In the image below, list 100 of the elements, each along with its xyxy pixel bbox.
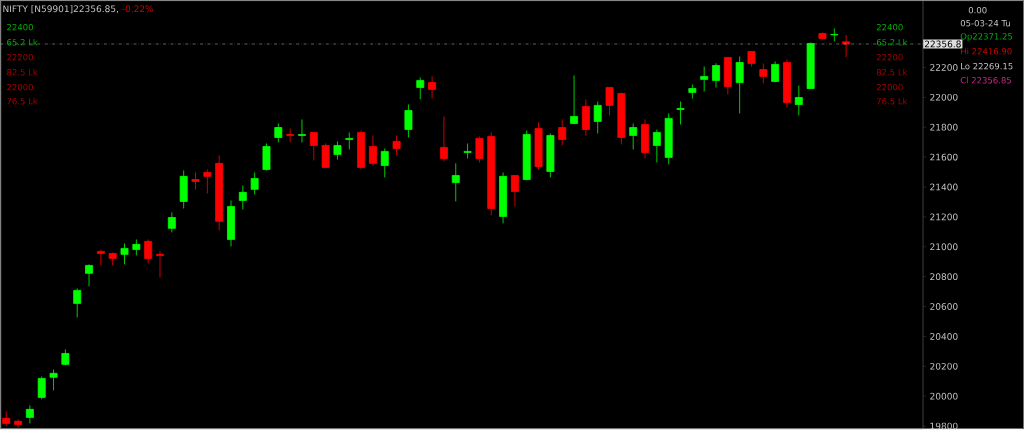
candlestick bbox=[191, 172, 200, 190]
candlestick bbox=[309, 131, 318, 161]
chart-subtitle: -0.22% bbox=[122, 5, 154, 13]
y-tick-label: 20000 bbox=[930, 392, 958, 400]
text: Lo 22269.15 bbox=[961, 62, 1013, 70]
candlestick bbox=[132, 239, 141, 256]
annotation: 22200 bbox=[7, 53, 33, 61]
annotation: 76.5 Lk bbox=[7, 97, 38, 105]
y-tick-label: 20200 bbox=[930, 362, 958, 370]
candlestick bbox=[73, 288, 82, 318]
candlestick bbox=[641, 119, 649, 159]
y-tick-label: 21200 bbox=[930, 213, 958, 221]
candlestick bbox=[581, 99, 590, 136]
y-tick-label: 21400 bbox=[930, 183, 958, 191]
annotation: 22400 bbox=[876, 24, 903, 31]
annotation: 22200 bbox=[876, 53, 903, 61]
candlestick bbox=[85, 264, 93, 287]
candlestick bbox=[227, 200, 235, 247]
candlestick bbox=[499, 172, 508, 224]
candlestick bbox=[120, 243, 129, 265]
candlestick bbox=[144, 239, 153, 264]
candlestick bbox=[203, 169, 212, 194]
candlestick bbox=[747, 50, 756, 67]
y-tick-label: 20800 bbox=[930, 273, 958, 281]
candlestick bbox=[688, 84, 697, 99]
text: Cl 22356.85 bbox=[960, 76, 1011, 84]
candlestick bbox=[428, 76, 437, 99]
candlestick bbox=[570, 75, 578, 125]
candlestick bbox=[49, 369, 58, 391]
text: 05-03-24 Tu bbox=[960, 20, 1010, 27]
y-tick-label: 21800 bbox=[930, 123, 958, 131]
candlestick bbox=[298, 119, 306, 143]
candlestick bbox=[617, 92, 626, 145]
candlestick bbox=[652, 129, 661, 163]
y-tick-label: 21000 bbox=[930, 243, 958, 251]
candlestick bbox=[156, 251, 164, 278]
candlestick bbox=[274, 123, 283, 143]
candlestick bbox=[37, 376, 46, 400]
candlestick bbox=[321, 143, 330, 169]
candlestick bbox=[25, 404, 34, 424]
candlestick bbox=[771, 61, 780, 83]
candlestick bbox=[61, 349, 70, 366]
candlestick bbox=[439, 116, 448, 162]
candlestick bbox=[463, 143, 472, 159]
candlestick bbox=[487, 132, 496, 216]
y-tick-label: 21600 bbox=[930, 153, 958, 161]
candlestick bbox=[794, 85, 803, 116]
annotation: 22000 bbox=[7, 83, 33, 91]
candlestick bbox=[96, 249, 105, 266]
candlestick bbox=[345, 132, 354, 150]
candlestick bbox=[723, 56, 732, 95]
candlestick bbox=[167, 212, 176, 233]
candlestick bbox=[333, 141, 342, 160]
candlestick bbox=[593, 101, 602, 134]
y-tick-label: 22200 bbox=[930, 64, 958, 71]
candlestick bbox=[357, 130, 366, 170]
annotation: 22000 bbox=[876, 83, 903, 91]
candlestick bbox=[510, 174, 519, 207]
candlestick bbox=[250, 172, 259, 195]
candlestick bbox=[818, 32, 827, 40]
candlestick bbox=[14, 418, 23, 428]
candlestick bbox=[712, 63, 720, 88]
annotation: 76.5 Lk bbox=[876, 97, 908, 105]
annotation: 82.5 Lk bbox=[7, 68, 38, 76]
candlestick bbox=[416, 77, 425, 100]
text: 0.00 bbox=[968, 7, 987, 14]
candlestick bbox=[759, 63, 768, 84]
candlestick bbox=[108, 252, 117, 266]
y-tick-label: 22000 bbox=[930, 93, 958, 101]
candlestick bbox=[700, 66, 709, 92]
candlestick bbox=[806, 42, 815, 90]
candlestick bbox=[380, 148, 389, 178]
text: Op22371.25 bbox=[960, 33, 1013, 42]
candlestick bbox=[629, 123, 638, 150]
candlestick bbox=[558, 119, 567, 146]
y-tick-label: 20600 bbox=[930, 303, 958, 310]
annotation: 22400 bbox=[7, 24, 33, 31]
candlestick bbox=[735, 56, 744, 114]
candlestick bbox=[286, 128, 295, 143]
text: Hi 22416.90 bbox=[961, 47, 1012, 55]
annotation: 82.5 Lk bbox=[876, 68, 908, 76]
candlestick bbox=[179, 170, 188, 209]
candlestick bbox=[546, 133, 555, 178]
candlestick bbox=[522, 130, 531, 181]
candlestick bbox=[262, 143, 271, 171]
candlestick bbox=[676, 101, 685, 125]
chart-title: NIFTY [N59901]22356.85, bbox=[3, 5, 119, 14]
candlestick bbox=[842, 34, 851, 58]
annotation: 65.2 Lk bbox=[876, 38, 908, 46]
candlestick bbox=[404, 104, 413, 138]
candlestick bbox=[238, 185, 247, 210]
candlestick bbox=[369, 135, 377, 166]
candlestick bbox=[475, 136, 484, 163]
candlestick bbox=[451, 163, 460, 202]
candlestick bbox=[664, 113, 673, 165]
y-tick-label: 20400 bbox=[930, 333, 958, 340]
candlestick bbox=[2, 411, 11, 427]
candlestick bbox=[605, 86, 614, 116]
candlestick bbox=[783, 59, 791, 108]
candlestick bbox=[830, 28, 839, 42]
